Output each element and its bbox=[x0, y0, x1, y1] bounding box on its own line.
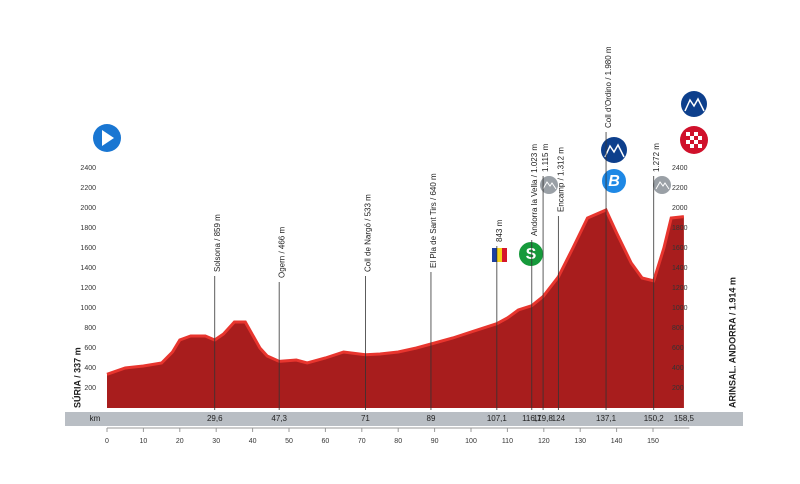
climb-icon bbox=[653, 176, 671, 194]
x-tick-label: 40 bbox=[249, 438, 257, 445]
y2-tick-label: 2400 bbox=[672, 165, 688, 172]
y-tick-label: 400 bbox=[84, 365, 96, 372]
y2-tick-label: 800 bbox=[672, 325, 684, 332]
waypoint-km: 116,7 bbox=[522, 414, 542, 423]
x-tick-label: 80 bbox=[394, 438, 402, 445]
y-tick-label: 1000 bbox=[80, 305, 96, 312]
waypoint-label: Ogern / 466 m bbox=[277, 227, 286, 278]
x-tick-label: 20 bbox=[176, 438, 184, 445]
finish-icon bbox=[680, 126, 708, 154]
y2-tick-label: 1400 bbox=[672, 265, 688, 272]
x-tick-label: 60 bbox=[322, 438, 330, 445]
km-band bbox=[65, 412, 743, 426]
sprint-mark: S bbox=[526, 246, 537, 263]
waypoint-km: 89 bbox=[427, 414, 436, 423]
waypoint-label: Coll de Nargó / 533 m bbox=[364, 194, 373, 272]
waypoint-label: Andorra la Vella / 1.023 m bbox=[530, 144, 539, 236]
waypoint-label: 1.115 m bbox=[541, 143, 550, 172]
waypoint-label: Solsona / 859 m bbox=[213, 214, 222, 272]
bonus-icon: B bbox=[600, 167, 628, 195]
x-tick-label: 50 bbox=[285, 438, 293, 445]
waypoint-label: 843 m bbox=[495, 219, 504, 242]
y2-tick-label: 200 bbox=[672, 385, 684, 392]
sprint-icon: S bbox=[517, 240, 545, 268]
y-tick-label: 200 bbox=[84, 385, 96, 392]
y-tick-label: 1200 bbox=[80, 285, 96, 292]
start-icon bbox=[93, 124, 121, 152]
x-tick-label: 0 bbox=[105, 438, 109, 445]
waypoint-km: 47,3 bbox=[271, 414, 287, 423]
waypoint-km: 158,5 bbox=[674, 414, 695, 423]
y2-tick-label: 400 bbox=[672, 365, 684, 372]
y2-tick-label: 2000 bbox=[672, 205, 688, 212]
finish-label: ARINSAL. ANDORRA / 1.914 m bbox=[727, 277, 737, 408]
waypoint-label: 1.272 m bbox=[652, 143, 661, 172]
x-tick-label: 140 bbox=[611, 438, 623, 445]
y2-tick-label: 1200 bbox=[672, 285, 688, 292]
y-tick-label: 1600 bbox=[80, 245, 96, 252]
x-tick-label: 100 bbox=[465, 438, 477, 445]
waypoint-km: 119,8 bbox=[533, 414, 553, 423]
x-tick-label: 150 bbox=[647, 438, 659, 445]
y-tick-label: 1400 bbox=[80, 265, 96, 272]
y2-tick-label: 1000 bbox=[672, 305, 688, 312]
x-tick-label: 90 bbox=[431, 438, 439, 445]
waypoint-km: 71 bbox=[361, 414, 370, 423]
andorra-flag bbox=[492, 248, 507, 262]
km-unit: km bbox=[90, 414, 101, 423]
y-tick-label: 1800 bbox=[80, 225, 96, 232]
elevation-area bbox=[107, 210, 684, 408]
y-tick-label: 2200 bbox=[80, 185, 96, 192]
bonus-mark: B bbox=[608, 173, 620, 190]
x-tick-label: 110 bbox=[502, 438, 513, 445]
x-tick-label: 120 bbox=[538, 438, 550, 445]
y2-tick-label: 1600 bbox=[672, 245, 688, 252]
waypoint-km: 107,1 bbox=[487, 414, 508, 423]
x-tick-label: 30 bbox=[212, 438, 220, 445]
waypoint-label: Coll d'Ordino / 1.980 m bbox=[604, 46, 613, 128]
waypoint-label: El Pla de Sant Tirs / 640 m bbox=[429, 173, 438, 268]
waypoint-label: Encamp / 1.312 m bbox=[556, 147, 565, 212]
start-label: SÚRIA / 337 m bbox=[71, 347, 82, 408]
y2-tick-label: 1800 bbox=[672, 225, 688, 232]
y2-tick-label: 600 bbox=[672, 345, 684, 352]
x-tick-label: 130 bbox=[574, 438, 586, 445]
mountain-icon bbox=[601, 137, 627, 163]
waypoint-km: 150,2 bbox=[644, 414, 665, 423]
x-tick-label: 10 bbox=[140, 438, 148, 445]
x-tick-label: 70 bbox=[358, 438, 366, 445]
y2-tick-label: 2200 bbox=[672, 185, 688, 192]
climb-icon bbox=[540, 176, 558, 194]
y-tick-label: 2000 bbox=[80, 205, 96, 212]
y-tick-label: 800 bbox=[84, 325, 96, 332]
elevation-edge bbox=[106, 208, 685, 376]
y-tick-label: 2400 bbox=[80, 165, 96, 172]
y-tick-label: 600 bbox=[84, 345, 96, 352]
finish-mountain-icon bbox=[681, 91, 707, 117]
waypoint-km: 124 bbox=[552, 414, 566, 423]
waypoint-km: 137,1 bbox=[596, 414, 617, 423]
waypoint-km: 29,6 bbox=[207, 414, 223, 423]
